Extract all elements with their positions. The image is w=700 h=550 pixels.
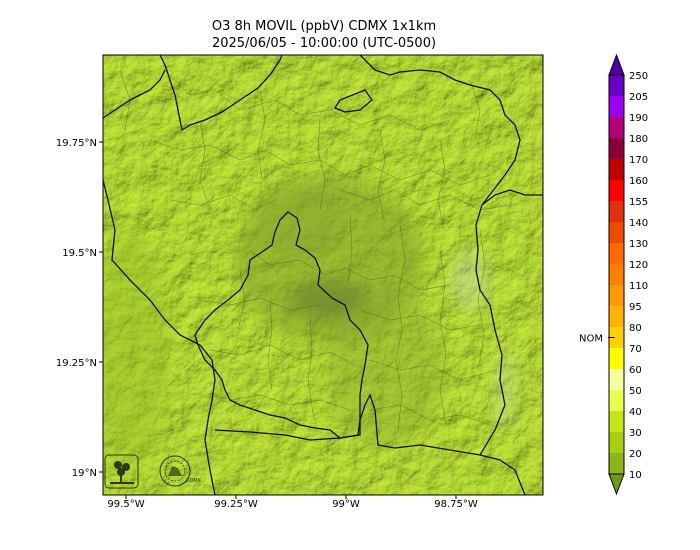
state-boundaries (103, 55, 543, 495)
colorbar-extend-high (608, 53, 625, 76)
colorbar-tick-label: 250 (629, 71, 648, 82)
colorbar-band (609, 453, 624, 474)
nom-marker: NOM (579, 334, 615, 345)
colorbar-tick-label: 130 (629, 239, 648, 250)
colorbar-band (609, 432, 624, 453)
colorbar-tick-label: 40 (629, 407, 642, 418)
colorbar-band (609, 138, 624, 159)
colorbar-tick-label: 160 (629, 176, 648, 187)
colorbar-band (609, 222, 624, 243)
colorbar-tick-label: 170 (629, 155, 648, 166)
colorbar: 10 20 30 40 50 60 70 80 95 110 120 130 140 155 160 170 1… (608, 53, 648, 496)
colorbar-tick-label: 120 (629, 260, 648, 271)
lon-tick-label: 99.25°W (214, 499, 258, 510)
colorbar-tick-label: 20 (629, 449, 642, 460)
colorbar-band (609, 285, 624, 306)
cdmx-logo: CDMX (159, 455, 202, 487)
colorbar-tick-label: 155 (629, 197, 648, 208)
sedema-logo (104, 454, 139, 489)
colorbar-band (609, 390, 624, 411)
colorbar-band (609, 348, 624, 369)
colorbar-tick-label: 180 (629, 134, 648, 145)
colorbar-band (609, 201, 624, 222)
colorbar-tick-label: 190 (629, 113, 648, 124)
ozone-map: CDMX (103, 55, 543, 495)
colorbar-band (609, 243, 624, 264)
lon-tick-label: 99°W (332, 499, 360, 510)
map-title: O3 8h MOVIL (ppbV) CDMX 1x1km (211, 19, 437, 34)
colorbar-tick-label: 50 (629, 386, 642, 397)
colorbar-band (609, 117, 624, 138)
colorbar-band (609, 327, 624, 348)
colorbar-tick-label: 95 (629, 302, 642, 313)
municipal-boundaries (119, 69, 511, 431)
colorbar-band (609, 369, 624, 390)
colorbar-tick-label: 140 (629, 218, 648, 229)
lon-tick-label: 98.75°W (434, 499, 478, 510)
map-frame (102, 54, 544, 496)
longitude-axis: 99.5°W 99.25°W 99°W 98.75°W (107, 495, 478, 510)
nom-label: NOM (579, 334, 603, 345)
colorbar-tick-label: 60 (629, 365, 642, 376)
colorbar-band (609, 264, 624, 285)
colorbar-tick-label: 110 (629, 281, 648, 292)
colorbar-band (609, 96, 624, 117)
colorbar-band (609, 306, 624, 327)
lat-tick-label: 19.75°N (56, 138, 97, 149)
colorbar-tick-label: 70 (629, 344, 642, 355)
colorbar-band (609, 75, 624, 96)
colorbar-extend-low (608, 473, 625, 496)
lat-tick-label: 19°N (72, 468, 97, 479)
map-subtitle: 2025/06/05 - 10:00:00 (UTC-0500) (211, 36, 437, 51)
colorbar-band (609, 159, 624, 180)
latitude-axis: 19.75°N 19.5°N 19.25°N 19°N (56, 138, 103, 479)
colorbar-frame (608, 74, 625, 475)
lat-tick-label: 19.5°N (62, 248, 97, 259)
colorbar-tick-label: 205 (629, 92, 648, 103)
colorbar-band (609, 180, 624, 201)
colorbar-tick-label: 10 (629, 470, 642, 481)
colorbar-band (609, 411, 624, 432)
lat-tick-label: 19.25°N (56, 358, 97, 369)
svg-text:CDMX: CDMX (186, 478, 202, 484)
colorbar-tick-label: 80 (629, 323, 642, 334)
colorbar-tick-label: 30 (629, 428, 642, 439)
lon-tick-label: 99.5°W (107, 499, 144, 510)
